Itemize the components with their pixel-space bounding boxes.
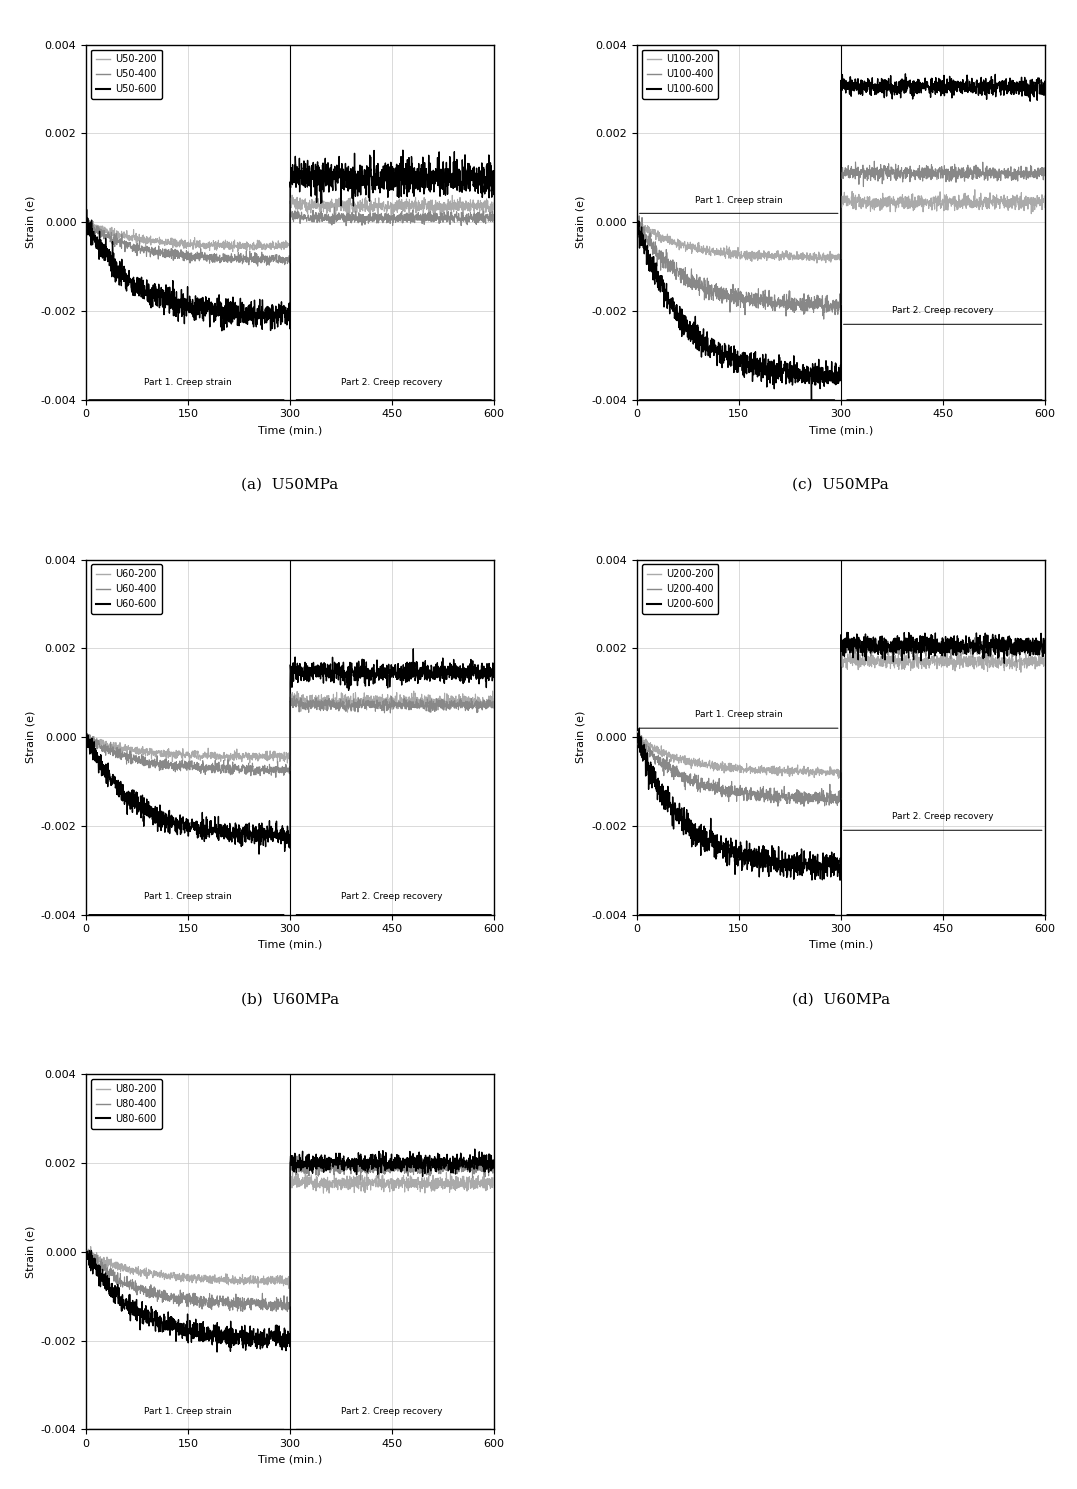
X-axis label: Time (min.): Time (min.) bbox=[258, 940, 322, 950]
Text: Part 2. Creep recovery: Part 2. Creep recovery bbox=[892, 307, 993, 316]
X-axis label: Time (min.): Time (min.) bbox=[809, 424, 872, 435]
Legend: U100-200, U100-400, U100-600: U100-200, U100-400, U100-600 bbox=[642, 49, 718, 98]
Text: (b)  U60MPa: (b) U60MPa bbox=[241, 993, 339, 1007]
Legend: U60-200, U60-400, U60-600: U60-200, U60-400, U60-600 bbox=[92, 564, 162, 613]
Text: Part 1. Creep strain: Part 1. Creep strain bbox=[144, 892, 232, 901]
Text: Part 2. Creep recovery: Part 2. Creep recovery bbox=[341, 1407, 443, 1416]
Y-axis label: Strain (e): Strain (e) bbox=[576, 710, 586, 764]
Y-axis label: Strain (e): Strain (e) bbox=[25, 710, 36, 764]
Legend: U50-200, U50-400, U50-600: U50-200, U50-400, U50-600 bbox=[92, 49, 162, 98]
Legend: U80-200, U80-400, U80-600: U80-200, U80-400, U80-600 bbox=[92, 1080, 162, 1129]
Text: Part 1. Creep strain: Part 1. Creep strain bbox=[144, 378, 232, 387]
Text: Part 1. Creep strain: Part 1. Creep strain bbox=[695, 710, 783, 719]
X-axis label: Time (min.): Time (min.) bbox=[258, 424, 322, 435]
Text: Part 2. Creep recovery: Part 2. Creep recovery bbox=[341, 378, 443, 387]
Text: (c)  U50MPa: (c) U50MPa bbox=[793, 478, 890, 491]
X-axis label: Time (min.): Time (min.) bbox=[258, 1455, 322, 1465]
Legend: U200-200, U200-400, U200-600: U200-200, U200-400, U200-600 bbox=[642, 564, 718, 613]
Text: Part 2. Creep recovery: Part 2. Creep recovery bbox=[341, 892, 443, 901]
Text: Part 2. Creep recovery: Part 2. Creep recovery bbox=[892, 813, 993, 822]
Text: (d)  U60MPa: (d) U60MPa bbox=[792, 993, 890, 1007]
Text: Part 1. Creep strain: Part 1. Creep strain bbox=[695, 195, 783, 204]
Y-axis label: Strain (e): Strain (e) bbox=[25, 1225, 36, 1278]
X-axis label: Time (min.): Time (min.) bbox=[809, 940, 872, 950]
Text: Part 1. Creep strain: Part 1. Creep strain bbox=[144, 1407, 232, 1416]
Y-axis label: Strain (e): Strain (e) bbox=[576, 197, 586, 249]
Text: (a)  U50MPa: (a) U50MPa bbox=[241, 478, 339, 491]
Y-axis label: Strain (e): Strain (e) bbox=[25, 197, 36, 249]
